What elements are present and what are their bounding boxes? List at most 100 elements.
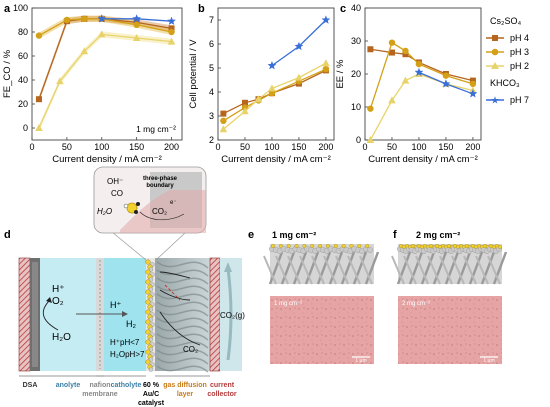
label-gdl-2: layer bbox=[177, 391, 194, 398]
legend-marker-ph3 bbox=[491, 48, 499, 56]
data-point-ph4 bbox=[402, 51, 409, 58]
panel-f-micrograph bbox=[398, 296, 502, 364]
panel-e-catalyst bbox=[269, 244, 374, 254]
chart-cell-potential: 0 50 100 150 200 2 3 4 5 6 7 Current density / mA c… bbox=[188, 7, 335, 165]
y-tick-label: 30 bbox=[351, 36, 361, 46]
label-h2o-ph: H₂OpH>7 bbox=[110, 350, 145, 359]
y-tick-label: 100 bbox=[13, 3, 28, 13]
series-line-ph3 bbox=[38, 18, 172, 37]
data-point-ph3 bbox=[220, 117, 227, 125]
y-axis-label: Cell potential / V bbox=[188, 39, 199, 109]
panel-label-e: e bbox=[248, 229, 254, 241]
label-catalyst-1: 60 % bbox=[143, 382, 160, 389]
series-band bbox=[38, 31, 172, 131]
x-tick-label: 100 bbox=[411, 142, 426, 152]
label-o2: O₂ bbox=[52, 296, 64, 307]
data-point-ph7 bbox=[321, 15, 331, 24]
label-hplus-membrane: H⁺ bbox=[110, 300, 121, 310]
legend-label-ph4: pH 4 bbox=[510, 33, 529, 43]
data-point-ph4 bbox=[35, 96, 42, 103]
x-tick-label: 0 bbox=[215, 142, 220, 152]
data-point-ph2 bbox=[322, 59, 330, 67]
data-point-ph3 bbox=[168, 28, 175, 36]
panel-f-inset-label: 2 mg cm⁻² bbox=[402, 301, 430, 307]
label-gdl-1: gas diffusion bbox=[163, 382, 207, 389]
y-axis-label: FE_CO / % bbox=[2, 49, 13, 98]
data-point-ph4 bbox=[168, 25, 175, 32]
label-anolyte: anolyte bbox=[56, 382, 81, 389]
x-tick-label: 100 bbox=[94, 142, 109, 152]
panel-e-inset-label: 1 mg cm⁻² bbox=[274, 301, 302, 307]
panel-f-title: 2 mg cm⁻² bbox=[416, 230, 460, 240]
x-tick-label: 200 bbox=[164, 142, 179, 152]
x-axis-label: Current density / mA cm⁻² bbox=[52, 154, 162, 165]
data-point-ph2 bbox=[35, 124, 43, 131]
data-point-ph2 bbox=[254, 95, 263, 103]
data-point-ph7 bbox=[414, 67, 424, 77]
data-point-ph2 bbox=[366, 136, 375, 143]
data-point-ph2 bbox=[268, 84, 276, 92]
x-tick-label: 150 bbox=[291, 142, 306, 152]
callout-title-1: three-phase bbox=[143, 176, 178, 182]
callout-title-2: boundary bbox=[146, 183, 174, 189]
label-catholyte: catholyte bbox=[111, 382, 142, 389]
current-collector-plate bbox=[209, 257, 221, 372]
data-point-ph3 bbox=[63, 16, 71, 24]
data-point-ph2 bbox=[80, 47, 89, 55]
data-point-ph2 bbox=[97, 30, 106, 38]
data-point-ph4 bbox=[241, 99, 248, 106]
callout-oh: OH⁻ bbox=[107, 177, 123, 186]
panel-label-b: b bbox=[198, 3, 205, 15]
schematic-cell: H⁺ O₂ H₂O H⁺ H₂ H⁺pH<7 H₂OpH>7 CO₂ CO₂(g… bbox=[18, 166, 245, 407]
data-point-ph4 bbox=[220, 110, 227, 117]
label-catalyst-3: catalyst bbox=[138, 400, 165, 407]
panel-label-c: c bbox=[340, 3, 346, 15]
callout-h2o: H₂O bbox=[97, 207, 112, 216]
data-point-ph2 bbox=[295, 73, 303, 81]
x-axis-label: Current density / mA cm⁻² bbox=[368, 154, 478, 165]
series-line-ph2 bbox=[38, 33, 172, 129]
x-tick-label: 50 bbox=[240, 142, 250, 152]
label-dsa: DSA bbox=[23, 382, 38, 389]
y-tick-label: 5 bbox=[209, 63, 214, 73]
panel-label-a: a bbox=[4, 3, 11, 15]
chart-energy-efficiency: 0 50 100 150 200 0 10 20 30 40 Current density / m… bbox=[335, 3, 482, 165]
panel-e-scale: 1 μm bbox=[355, 358, 366, 364]
plot-frame bbox=[217, 7, 335, 141]
y-tick-label: 4 bbox=[209, 87, 214, 97]
data-point-ph4 bbox=[367, 46, 374, 53]
y-tick-label: 0 bbox=[23, 123, 28, 133]
panel-e-title: 1 mg cm⁻² bbox=[272, 230, 316, 240]
chart-fe-co: 0 50 100 150 200 0 20 40 60 80 100 Current density … bbox=[2, 3, 183, 165]
y-tick-label: 6 bbox=[209, 39, 214, 49]
data-point-ph2 bbox=[388, 96, 396, 104]
chart-annotation: 1 mg cm⁻² bbox=[136, 124, 176, 134]
data-point-ph3 bbox=[322, 66, 330, 73]
data-point-ph2 bbox=[401, 76, 410, 84]
label-co2-gas: CO₂(g) bbox=[220, 311, 245, 320]
panel-label-d: d bbox=[4, 229, 11, 241]
data-point-ph3 bbox=[35, 32, 43, 39]
data-point-ph7 bbox=[97, 14, 107, 23]
label-h2: H₂ bbox=[126, 319, 136, 329]
data-point-ph3 bbox=[133, 21, 140, 28]
data-point-ph3 bbox=[388, 39, 396, 46]
data-point-ph7 bbox=[267, 61, 277, 70]
x-tick-label: 0 bbox=[29, 142, 34, 152]
label-co2-gdl: CO₂ bbox=[183, 345, 198, 354]
callout-co: CO bbox=[111, 189, 123, 198]
label-hplus: H⁺ bbox=[52, 284, 65, 295]
legend-group-cs2so4: Cs₂SO₄ bbox=[490, 16, 521, 26]
micrograph-panel-f: 2 mg cm⁻² 2 mg cm⁻² 1 μm bbox=[391, 230, 508, 364]
data-point-ph7 bbox=[441, 79, 451, 88]
legend-label-ph7: pH 7 bbox=[510, 95, 529, 105]
series-band bbox=[38, 15, 172, 39]
x-tick-label: 150 bbox=[438, 142, 453, 152]
data-point-ph4 bbox=[469, 77, 476, 84]
x-tick-label: 0 bbox=[362, 142, 367, 152]
y-tick-label: 40 bbox=[18, 75, 28, 85]
data-point-ph3 bbox=[268, 90, 276, 97]
panel-label-f: f bbox=[393, 229, 397, 241]
legend-group-khco3: KHCO₃ bbox=[490, 78, 520, 88]
data-point-ph2 bbox=[219, 125, 228, 133]
